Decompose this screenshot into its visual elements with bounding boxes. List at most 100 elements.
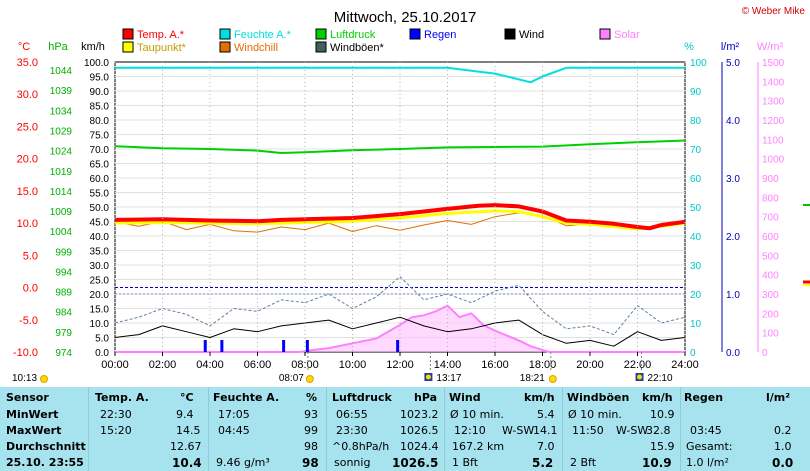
min-hum-value: 93 xyxy=(304,408,318,421)
x-tick-label: 12:00 xyxy=(386,359,414,371)
series-taupunkt xyxy=(114,209,686,231)
x-tick-label: 18:00 xyxy=(529,359,557,371)
legend-swatch xyxy=(219,28,231,40)
series-wind xyxy=(114,316,686,347)
hdr-temp: Temp. A. xyxy=(95,391,149,404)
rain-axis-tick: 1.0 xyxy=(726,290,740,301)
min-temp-time: 22:30 xyxy=(100,408,132,421)
max-temp-time: 15:20 xyxy=(100,424,132,437)
wind-axis-tick: 20.0 xyxy=(90,290,110,301)
max-gust-value: 32.8 xyxy=(646,424,671,437)
rain-axis-tick: 4.0 xyxy=(726,116,740,127)
legend-label: Luftdruck xyxy=(330,29,376,41)
wind-axis-tick: 80.0 xyxy=(90,116,110,127)
max-wind-value: 14.1 xyxy=(533,424,558,437)
pressure-axis-tick: 994 xyxy=(55,267,72,278)
rain-axis-tick: 5.0 xyxy=(726,58,740,69)
col-divider xyxy=(562,387,563,471)
wind-axis-tick: 30.0 xyxy=(90,261,110,272)
wind-axis-tick: 65.0 xyxy=(90,160,110,171)
row-avg-label: Durchschnitt xyxy=(6,440,86,453)
humidity-axis-tick: 60 xyxy=(690,174,702,185)
wind-axis-tick: 95.0 xyxy=(90,73,110,84)
solar-axis-tick: 0 xyxy=(762,348,768,359)
axis-units: °C hPa km/h% l/m² W/m² xyxy=(18,41,784,53)
wind-axis-tick: 90.0 xyxy=(90,87,110,98)
hdr-hum-unit: % xyxy=(306,391,318,404)
legend-label: Regen xyxy=(424,29,456,41)
humidity-axis-tick: 90 xyxy=(690,87,702,98)
humidity-axis-tick: 80 xyxy=(690,116,702,127)
min-press-value: 1023.2 xyxy=(400,408,439,421)
now-gust-bft: 2 Bft xyxy=(570,456,597,469)
pressure-axis-tick: 1009 xyxy=(50,207,73,218)
legend-label: Solar xyxy=(614,29,640,41)
now-wind-bft: 1 Bft xyxy=(452,456,479,469)
wind-axis-tick: 60.0 xyxy=(90,174,110,185)
legend-label: Windchill xyxy=(234,42,278,54)
solar-unit: W/m² xyxy=(757,41,784,53)
x-tick-label: 02:00 xyxy=(149,359,177,371)
x-tick-label: 22:00 xyxy=(624,359,652,371)
min-gust-value: 10.9 xyxy=(650,408,675,421)
max-rain-value: 0.2 xyxy=(774,424,792,437)
now-rain-value: 0.0 xyxy=(772,456,794,470)
pressure-axis-tick: 1024 xyxy=(50,147,73,158)
series-feuchte-a xyxy=(115,66,685,84)
series-layer xyxy=(114,66,686,353)
wind-distance: 167.2 km xyxy=(452,440,505,453)
hdr-temp-unit: °C xyxy=(180,391,194,404)
x-tick-label: 24:00 xyxy=(671,359,699,371)
wind-axis-tick: 100.0 xyxy=(84,58,109,69)
humidity-axis-tick: 40 xyxy=(690,232,702,243)
axis-ticks: 35.0 30.0 25.0 20.0 15.0 10.0 5.0 0.0 -5.0 -10.0 1… xyxy=(13,57,785,359)
legend: Temp. A.* Feuchte A.* Luftdruck Regen Wind So… xyxy=(122,28,640,54)
temp-axis-tick: 0.0 xyxy=(23,283,38,295)
solar-axis-tick: 1400 xyxy=(762,77,785,88)
x-axis: 00:00 02:00 04:00 06:00 08:00 10:00 12:00 14:00… xyxy=(101,62,699,371)
humidity-axis-tick: 30 xyxy=(690,261,702,272)
max-wind-time: 12:10 xyxy=(454,424,486,437)
max-press-time: 23:30 xyxy=(336,424,368,437)
wind-axis-tick: 55.0 xyxy=(90,189,110,200)
x-tick-label: 06:00 xyxy=(244,359,272,371)
row-max-label: MaxWert xyxy=(6,424,62,437)
wind-axis-tick: 10.0 xyxy=(90,319,110,330)
rain-bar xyxy=(220,340,224,352)
now-hum-value: 98 xyxy=(302,456,319,470)
stats-table: Sensor Temp. A. °C Feuchte A. % Luftdruc… xyxy=(0,387,810,471)
now-weather: sonnig xyxy=(334,456,371,469)
min-gust-label: Ø 10 min. xyxy=(568,408,622,421)
legend-label: Temp. A.* xyxy=(137,29,185,41)
temp-axis-tick: -5.0 xyxy=(19,315,38,327)
avg-wind-value: 7.0 xyxy=(537,440,555,453)
x-tick-label: 20:00 xyxy=(576,359,604,371)
pressure-axis-tick: 984 xyxy=(55,308,72,319)
now-abs-humidity: 9.46 g/m³ xyxy=(216,456,270,469)
solar-area xyxy=(115,305,685,352)
pressure-axis-tick: 979 xyxy=(55,328,72,339)
x-tick-label: 08:00 xyxy=(291,359,319,371)
rain-unit: l/m² xyxy=(721,41,740,53)
temp-axis-tick: 35.0 xyxy=(17,57,38,69)
wind-axis-tick: 25.0 xyxy=(90,276,110,287)
hdr-press: Luftdruck xyxy=(332,391,392,404)
solar-axis-tick: 1200 xyxy=(762,116,785,127)
pressure-axis-tick: 1019 xyxy=(50,167,73,178)
pressure-axis-tick: 989 xyxy=(55,288,72,299)
max-gust-time: 11:50 xyxy=(572,424,604,437)
hdr-hum: Feuchte A. xyxy=(213,391,280,404)
avg-temp-value: 12.67 xyxy=(170,440,202,453)
wind-axis-tick: 40.0 xyxy=(90,232,110,243)
humidity-axis-tick: 50 xyxy=(690,203,702,214)
wind-axis-tick: 70.0 xyxy=(90,145,110,156)
max-rain-time: 03:45 xyxy=(690,424,722,437)
x-tick-label: 16:00 xyxy=(481,359,509,371)
x-tick-label: 00:00 xyxy=(101,359,129,371)
wind-axis-tick: 50.0 xyxy=(90,203,110,214)
solar-axis-tick: 500 xyxy=(762,251,779,262)
min-temp-value: 9.4 xyxy=(176,408,194,421)
now-press-value: 1026.5 xyxy=(392,456,439,470)
rain-total-value: 1.0 xyxy=(774,440,792,453)
avg-hum-value: 98 xyxy=(304,440,318,453)
